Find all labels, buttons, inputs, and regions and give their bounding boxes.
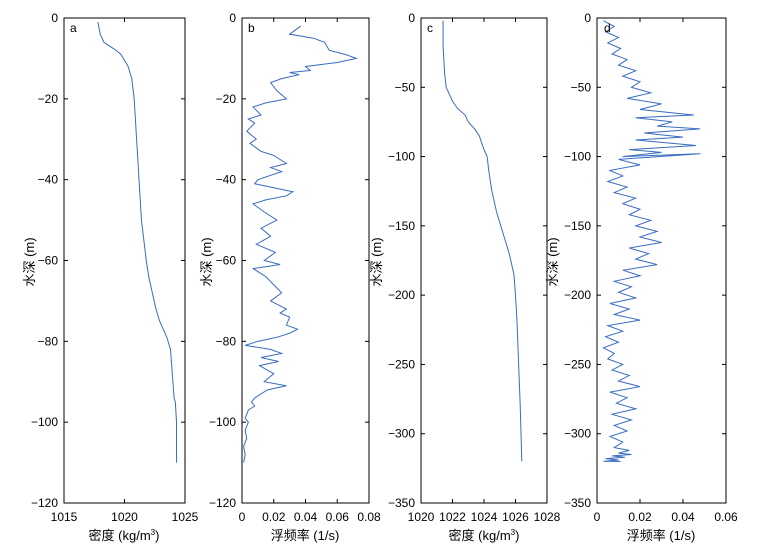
panel-d-xticks: 0 0.02 0.04 0.06 bbox=[594, 18, 738, 524]
panel-d-ytick-label: −150 bbox=[564, 219, 591, 233]
panel-b-ytick-label: −100 bbox=[209, 415, 236, 429]
panel-c-ytick-label: −150 bbox=[388, 219, 415, 233]
panel-d-letter: d bbox=[604, 21, 611, 35]
panel-d-ylabel: 水深 (m) bbox=[545, 237, 560, 286]
panel-c-ytick-label: −200 bbox=[388, 288, 415, 302]
panel-c-ytick-label: 0 bbox=[408, 11, 415, 25]
panel-d-frame bbox=[596, 17, 727, 504]
panel-b-ytick-label: −40 bbox=[216, 173, 237, 187]
panel-c-ytick-label: −100 bbox=[388, 150, 415, 164]
panel-c-letter: c bbox=[427, 21, 433, 35]
panel-a-yticks: 0 −20 −40 −60 −80 −100 −120 bbox=[31, 11, 185, 510]
panel-b-xtick-label: 0.04 bbox=[294, 510, 318, 524]
panel-c-xtick-label: 1020 bbox=[408, 510, 435, 524]
panel-d-xtick-label: 0 bbox=[594, 510, 601, 524]
panel-c-density-line bbox=[442, 20, 523, 462]
panel-c-xlabel-sup: 3 bbox=[511, 528, 516, 537]
panel-c-xtick-label: 1024 bbox=[471, 510, 498, 524]
panel-c: 1020 1022 1024 1026 1028 0 −50 −100 −150 −200 −25… bbox=[369, 11, 561, 543]
panel-b-xticks: 0 0.02 0.04 0.06 0.08 bbox=[239, 18, 381, 524]
panel-c-ytick-label: −300 bbox=[388, 427, 415, 441]
panel-d-xtick-label: 0.02 bbox=[628, 510, 652, 524]
panel-a-letter: a bbox=[70, 21, 77, 35]
panel-d-ytick-label: −100 bbox=[564, 150, 591, 164]
panel-b-letter: b bbox=[248, 21, 255, 35]
panel-a-xtick-label: 1020 bbox=[111, 510, 138, 524]
panel-c-xtick-label: 1022 bbox=[439, 510, 466, 524]
panel-b-xtick-label: 0.06 bbox=[326, 510, 350, 524]
panel-c-ytick-label: −250 bbox=[388, 357, 415, 371]
panel-d-xlabel: 浮频率 (1/s) bbox=[627, 528, 696, 543]
panel-d-xtick-label: 0.04 bbox=[671, 510, 695, 524]
panel-d-ytick-label: 0 bbox=[584, 11, 591, 25]
panel-a-xlabel-tail: ) bbox=[155, 528, 159, 543]
panel-b-xtick-label: 0 bbox=[239, 510, 246, 524]
panel-d: 0 0.02 0.04 0.06 0 −50 −100 −150 −200 −250 −300 −3… bbox=[545, 11, 738, 543]
panel-d-ytick-label: −300 bbox=[564, 427, 591, 441]
panel-b-yticks: 0 −20 −40 −60 −80 −100 −120 bbox=[209, 11, 369, 510]
panel-c-xticks: 1020 1022 1024 1026 1028 bbox=[408, 18, 561, 524]
panel-d-yticks: 0 −50 −100 −150 −200 −250 −300 −350 bbox=[564, 11, 726, 510]
panel-a-xlabel: 密度 (kg/m3) bbox=[89, 528, 160, 543]
panel-d-ytick-label: −50 bbox=[571, 80, 592, 94]
panel-b-ytick-label: −120 bbox=[209, 496, 236, 510]
panel-a-ytick-label: −60 bbox=[38, 254, 59, 268]
panel-c-frame bbox=[420, 17, 548, 504]
panel-b-xtick-label: 0.08 bbox=[357, 510, 381, 524]
panel-d-ytick-label: −250 bbox=[564, 357, 591, 371]
panel-b-ytick-label: −60 bbox=[216, 254, 237, 268]
panel-a-xtick-label: 1025 bbox=[172, 510, 199, 524]
panel-a-ylabel: 水深 (m) bbox=[22, 237, 37, 286]
panel-d-ytick-label: −350 bbox=[564, 496, 591, 510]
panel-b-ylabel: 水深 (m) bbox=[199, 237, 214, 286]
panel-c-xlabel: 密度 (kg/m3) bbox=[449, 528, 520, 543]
panel-b-ytick-label: 0 bbox=[229, 11, 236, 25]
panel-b-buoyancy-line bbox=[243, 25, 359, 463]
panel-b-xtick-label: 0.02 bbox=[262, 510, 286, 524]
panel-d-xtick-label: 0.06 bbox=[714, 510, 738, 524]
panel-d-ytick-label: −200 bbox=[564, 288, 591, 302]
panel-d-buoyancy-line bbox=[602, 20, 701, 462]
panel-a-ytick-label: −120 bbox=[31, 496, 58, 510]
panel-a-ytick-label: −80 bbox=[38, 334, 59, 348]
panel-a-xticks: 1015 1020 1025 bbox=[51, 18, 199, 524]
panel-b-frame bbox=[241, 17, 370, 504]
panel-a-ytick-label: −20 bbox=[38, 92, 59, 106]
panel-b-ytick-label: −80 bbox=[216, 334, 237, 348]
panel-a: 1015 1020 1025 0 −20 −40 −60 −80 −100 −120 a 水深 … bbox=[22, 11, 199, 543]
panel-c-xlabel-tail: ) bbox=[515, 528, 519, 543]
panel-c-yticks: 0 −50 −100 −150 −200 −250 −300 −350 bbox=[388, 11, 547, 510]
panel-c-xtick-label: 1028 bbox=[534, 510, 561, 524]
panel-a-frame bbox=[63, 17, 186, 504]
panel-c-ytick-label: −50 bbox=[395, 80, 416, 94]
panel-c-ytick-label: −350 bbox=[388, 496, 415, 510]
panel-a-xlabel-main: 密度 (kg/m bbox=[89, 528, 151, 543]
panel-c-xlabel-main: 密度 (kg/m bbox=[449, 528, 511, 543]
panel-a-density-line bbox=[97, 21, 178, 463]
panel-a-ytick-label: −40 bbox=[38, 173, 59, 187]
panel-a-xlabel-sup: 3 bbox=[151, 528, 156, 537]
panel-a-ytick-label: −100 bbox=[31, 415, 58, 429]
panel-b-ytick-label: −20 bbox=[216, 92, 237, 106]
panel-b-xlabel: 浮频率 (1/s) bbox=[271, 528, 340, 543]
panel-a-xtick-label: 1015 bbox=[51, 510, 78, 524]
panel-c-xtick-label: 1026 bbox=[502, 510, 529, 524]
panel-b: 0 0.02 0.04 0.06 0.08 0−20−40−60−80−100−120 … bbox=[199, 11, 381, 543]
panel-a-ytick-label: 0 bbox=[51, 11, 58, 25]
panel-c-ylabel: 水深 (m) bbox=[369, 237, 384, 286]
